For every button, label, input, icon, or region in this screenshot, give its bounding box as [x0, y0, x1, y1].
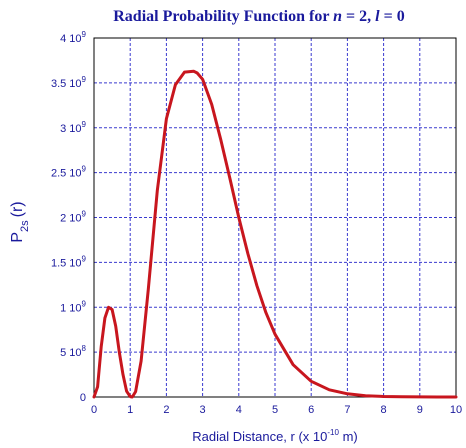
y-tick-label: 4 109: [60, 30, 86, 45]
y-tick-label: 2.5 109: [51, 165, 87, 180]
grid-lines: [94, 38, 456, 397]
y-tick-exponent: 9: [82, 210, 87, 219]
y-axis-label-subscript: 2s: [19, 220, 31, 232]
y-tick-exponent: 9: [82, 30, 87, 39]
x-tick-label: 9: [417, 404, 423, 416]
x-tick-label: 0: [91, 404, 97, 416]
title-n-value: = 2,: [342, 8, 375, 25]
x-tick-label: 5: [272, 404, 278, 416]
title-l-value: = 0: [380, 8, 405, 25]
plot-frame: [93, 37, 457, 398]
y-tick-label: 3.5 109: [51, 75, 87, 90]
chart-title: Radial Probability Function for n = 2, l…: [113, 8, 404, 25]
title-l: l: [375, 8, 380, 25]
x-axis-label-exponent: -10: [327, 428, 339, 437]
x-tick-label: 7: [344, 404, 350, 416]
x-tick-label: 8: [381, 404, 387, 416]
x-axis-label-main: Radial Distance, r (x 10: [192, 429, 327, 444]
x-axis-label: Radial Distance, r (x 10-10 m): [192, 428, 357, 444]
y-tick-exponent: 9: [82, 120, 87, 129]
series-line-p2s: [92, 69, 458, 399]
x-tick-labels: 0 1 2 3 4 5 6 7 8 9 10: [91, 404, 462, 416]
y-tick-mantissa: 1 10: [60, 302, 81, 314]
x-tick-label: 2: [163, 404, 169, 416]
y-tick-label: 5 108: [60, 344, 86, 359]
y-tick-exponent: 8: [82, 344, 87, 353]
y-tick-mantissa: 4 10: [60, 33, 81, 45]
y-tick-label: 1.5 109: [51, 254, 87, 269]
x-tick-label: 6: [308, 404, 314, 416]
y-tick-label: 2 109: [60, 210, 86, 225]
y-tick-mantissa: 3.5 10: [51, 78, 82, 90]
y-tick-exponent: 9: [82, 165, 87, 174]
y-axis-label-argument: (r): [9, 201, 26, 217]
y-tick-exponent: 9: [82, 75, 87, 84]
x-tick-label: 10: [450, 404, 462, 416]
y-axis-label-main: P: [9, 232, 26, 243]
y-tick-mantissa: 1.5 10: [51, 257, 82, 269]
x-tick-label: 1: [127, 404, 133, 416]
y-tick-exponent: 9: [82, 254, 87, 263]
y-tick-label: 0: [80, 392, 86, 404]
x-tick-label: 3: [200, 404, 206, 416]
y-tick-mantissa: 3 10: [60, 123, 81, 135]
title-n: n: [333, 8, 342, 25]
y-tick-label: 1 109: [60, 299, 86, 314]
y-tick-mantissa: 0: [80, 392, 86, 404]
y-tick-mantissa: 5 10: [60, 347, 81, 359]
y-tick-mantissa: 2 10: [60, 213, 81, 225]
x-axis-label-unit: m): [339, 429, 358, 444]
y-axis-label: P2s (r): [9, 201, 31, 242]
x-tick-label: 4: [236, 404, 242, 416]
y-tick-exponent: 9: [82, 299, 87, 308]
title-prefix: Radial Probability Function for: [113, 8, 333, 25]
y-tick-mantissa: 2.5 10: [51, 168, 82, 180]
y-tick-label: 3 109: [60, 120, 86, 135]
